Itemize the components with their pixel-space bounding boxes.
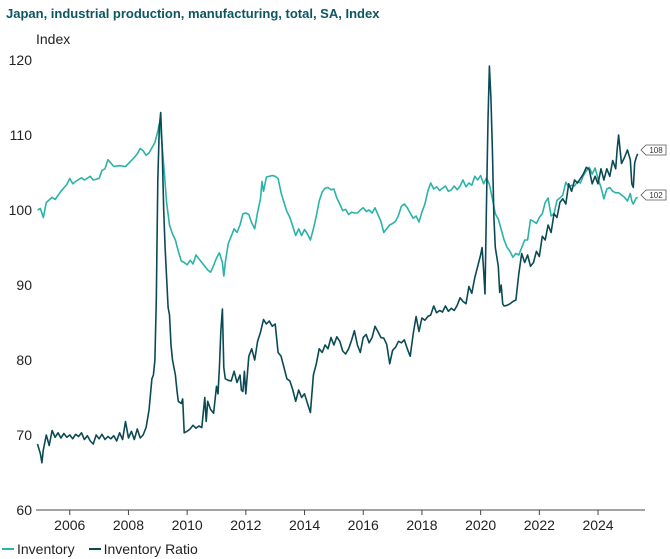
end-label-inventory-ratio: 108	[649, 146, 663, 155]
x-tick-label-2006: 2006	[54, 517, 85, 533]
x-tick-label-2014: 2014	[289, 517, 320, 533]
y-tick-label-80: 80	[16, 352, 32, 368]
y-axis: 60 70 80 90 100 110 120	[9, 52, 33, 518]
end-label-inventory: 102	[649, 191, 663, 200]
series-layer	[36, 65, 639, 464]
legend-swatch-inventory-ratio	[88, 548, 101, 550]
legend-label-inventory-ratio: Inventory Ratio	[103, 541, 198, 557]
legend-item-inventory-ratio[interactable]: Inventory Ratio	[88, 541, 198, 557]
y-axis-label: Index	[36, 31, 71, 47]
end-tag-inventory	[640, 189, 667, 201]
series-line-inventory	[37, 123, 639, 277]
y-tick-label-90: 90	[16, 277, 32, 293]
x-tick-label-2010: 2010	[172, 517, 203, 533]
x-tick-label-2012: 2012	[230, 517, 261, 533]
y-tick-label-120: 120	[9, 52, 33, 68]
chart-title: Japan, industrial production, manufactur…	[6, 6, 380, 21]
series-line-inventory-ratio	[36, 65, 639, 464]
legend-swatch-inventory	[2, 548, 14, 550]
legend-item-inventory[interactable]: Inventory	[2, 541, 75, 557]
end-labels: 102 108	[640, 144, 667, 201]
legend: Inventory Inventory Ratio	[2, 541, 198, 557]
y-tick-label-70: 70	[16, 427, 32, 443]
x-axis: 2006 2008 2010 2012 2014 2016 2018 2020 2022 2024	[36, 509, 645, 533]
x-tick-label-2018: 2018	[406, 517, 437, 533]
y-tick-label-110: 110	[10, 127, 33, 143]
x-tick-label-2016: 2016	[348, 517, 379, 533]
y-tick-label-100: 100	[9, 202, 33, 218]
x-tick-label-2020: 2020	[465, 517, 496, 533]
x-tick-label-2022: 2022	[524, 517, 555, 533]
x-tick-label-2008: 2008	[113, 517, 144, 533]
end-tag-inventory-ratio	[640, 144, 667, 156]
x-tick-label-2024: 2024	[582, 517, 613, 533]
y-tick-label-60: 60	[16, 502, 32, 518]
legend-label-inventory: Inventory	[17, 541, 75, 557]
